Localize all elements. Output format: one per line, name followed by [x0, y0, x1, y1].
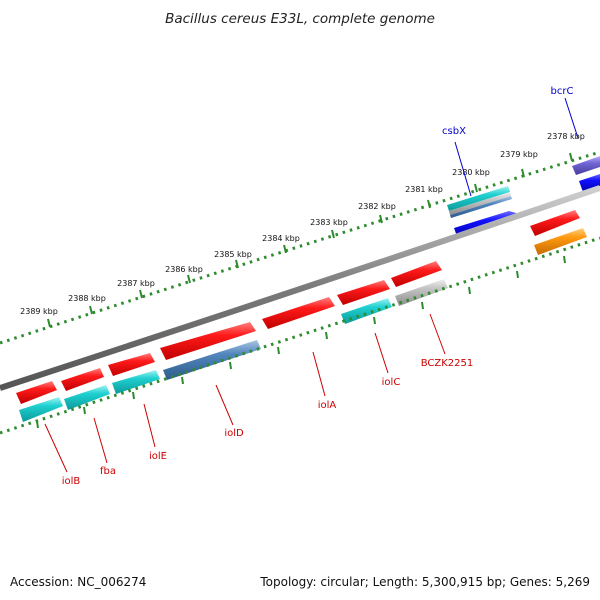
gene-label-iolD[interactable]: iolD	[224, 428, 244, 439]
tick-label: 2379 kbp	[500, 150, 538, 159]
tick-label: 2385 kbp	[214, 250, 252, 259]
outer-tick-track	[0, 150, 600, 345]
gene-label-iolA[interactable]: iolA	[318, 400, 337, 411]
gene-iolB-red[interactable]	[16, 381, 57, 404]
tick-label: 2383 kbp	[310, 218, 348, 227]
tick-label: 2384 kbp	[262, 234, 300, 243]
accession-text: Accession: NC_006274	[10, 575, 146, 589]
gene-iolA-red[interactable]	[262, 297, 335, 329]
topology-text: Topology: circular; Length: 5,300,915 bp…	[259, 575, 590, 589]
gene-iolE-cyan[interactable]	[112, 370, 160, 394]
gene-fba-red[interactable]	[61, 368, 104, 391]
genome-backbone	[0, 185, 600, 391]
inner-tick-track	[0, 236, 600, 435]
inner-tick-marks	[36, 255, 566, 429]
tick-label: 2380 kbp	[452, 168, 490, 177]
tick-label: 2386 kbp	[165, 265, 203, 274]
gene-label-iolB[interactable]: iolB	[62, 476, 81, 487]
tick-label: 2378 kbp	[547, 132, 585, 141]
gene-label-iolE[interactable]: iolE	[149, 451, 167, 462]
gene-bcrC-purple[interactable]	[572, 156, 600, 175]
gene-label-fba[interactable]: fba	[100, 466, 116, 477]
reverse-strand-genes	[16, 210, 587, 422]
tick-label: 2382 kbp	[358, 202, 396, 211]
gene-leader-lines	[44, 97, 579, 473]
tick-label: 2387 kbp	[117, 279, 155, 288]
gene-iolB-cyan[interactable]	[19, 397, 63, 422]
tick-marks	[47, 152, 573, 328]
map-title: Bacillus cereus E33L, complete genome	[165, 11, 435, 27]
gene-bczk2251-red[interactable]	[391, 261, 442, 287]
gene-iolE-red[interactable]	[108, 353, 155, 376]
gene-labels: iolB fba iolE iolD iolA iolC BCZK2251 cs…	[62, 86, 574, 487]
tick-labels: 2389 kbp 2388 kbp 2387 kbp 2386 kbp 2385…	[20, 132, 585, 316]
gene-csbX-gray[interactable]	[449, 192, 511, 215]
tick-label: 2389 kbp	[20, 307, 58, 316]
gene-iolD-steel[interactable]	[163, 340, 261, 380]
gene-csbX-cyan[interactable]	[447, 186, 510, 211]
gene-label-iolC[interactable]: iolC	[382, 377, 401, 388]
gene-label-csbX[interactable]: csbX	[442, 126, 466, 137]
gene-iolD-red[interactable]	[160, 322, 256, 360]
gene-fba-cyan[interactable]	[64, 385, 110, 410]
gene-iolC-red[interactable]	[337, 280, 390, 305]
gene-red-right[interactable]	[530, 210, 580, 236]
tick-label: 2388 kbp	[68, 294, 106, 303]
gene-label-BCZK2251[interactable]: BCZK2251	[421, 358, 474, 369]
gene-iolC-cyan[interactable]	[341, 298, 392, 324]
tick-label: 2381 kbp	[405, 185, 443, 194]
gene-orange[interactable]	[534, 228, 587, 255]
gene-csbX-steel[interactable]	[450, 196, 512, 218]
gene-label-bcrC[interactable]: bcrC	[551, 86, 574, 97]
